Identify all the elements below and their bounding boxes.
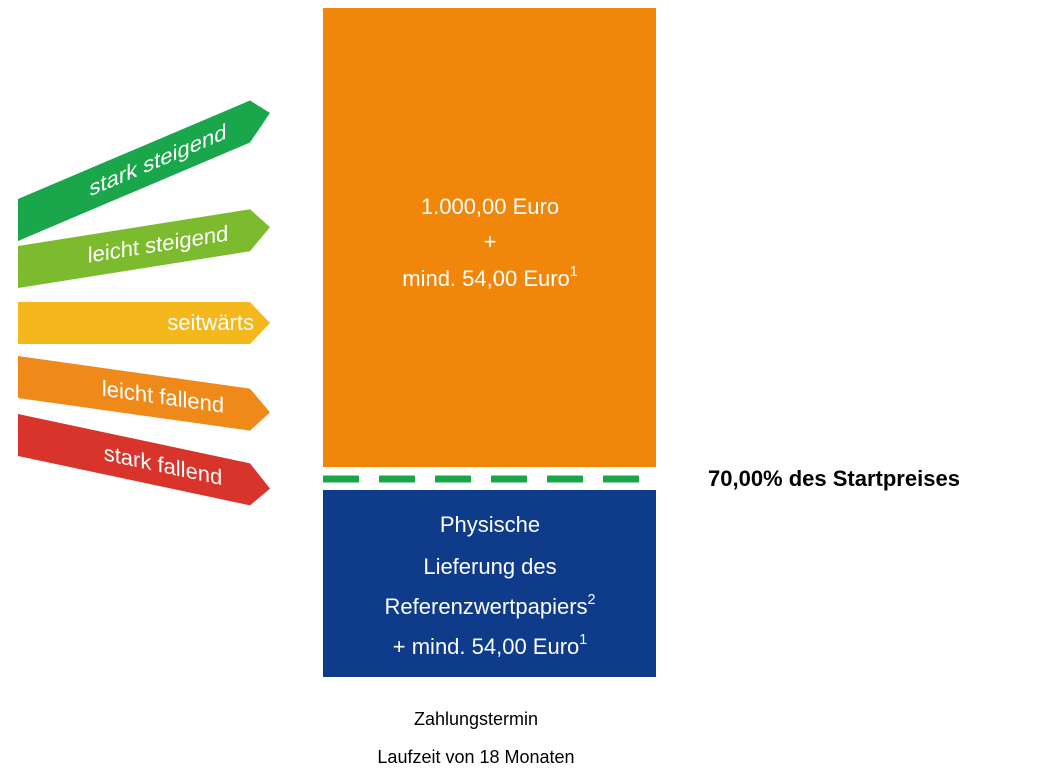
text-line: Lieferung des [423,554,556,579]
upper-box [323,8,656,467]
arrow-shape [18,302,270,344]
superscript: 1 [579,632,587,648]
trend-arrow: leicht fallend [18,356,270,431]
trend-arrow: seitwärts [18,302,270,344]
box-text: Physische [440,512,540,537]
text-line: + mind. 54,00 Euro [393,634,580,659]
box-text: mind. 54,00 Euro1 [402,264,578,291]
footer-text: Laufzeit von 18 Monaten [377,747,574,767]
text-line: Physische [440,512,540,537]
box-text: Lieferung des [423,554,556,579]
arrow-label: seitwärts [167,310,254,335]
superscript: 1 [570,264,578,280]
arrow-shape [18,414,270,506]
superscript: 2 [588,592,596,608]
trend-arrow: stark fallend [18,414,270,506]
text-line: Referenzwertpapiers [385,594,588,619]
text-line: mind. 54,00 Euro [402,266,570,291]
arrow-shape [18,209,270,288]
box-text: Referenzwertpapiers2 [385,592,596,619]
lower-box [323,490,656,677]
arrow-shape [18,100,270,241]
barrier-label: 70,00% des Startpreises [708,466,960,491]
text-line: + [484,229,497,254]
box-text: 1.000,00 Euro [421,194,559,219]
footer-text: Zahlungstermin [414,709,538,729]
box-text: + mind. 54,00 Euro1 [393,632,588,659]
arrow-shape [18,356,270,431]
box-text: + [484,229,497,254]
text-line: 1.000,00 Euro [421,194,559,219]
